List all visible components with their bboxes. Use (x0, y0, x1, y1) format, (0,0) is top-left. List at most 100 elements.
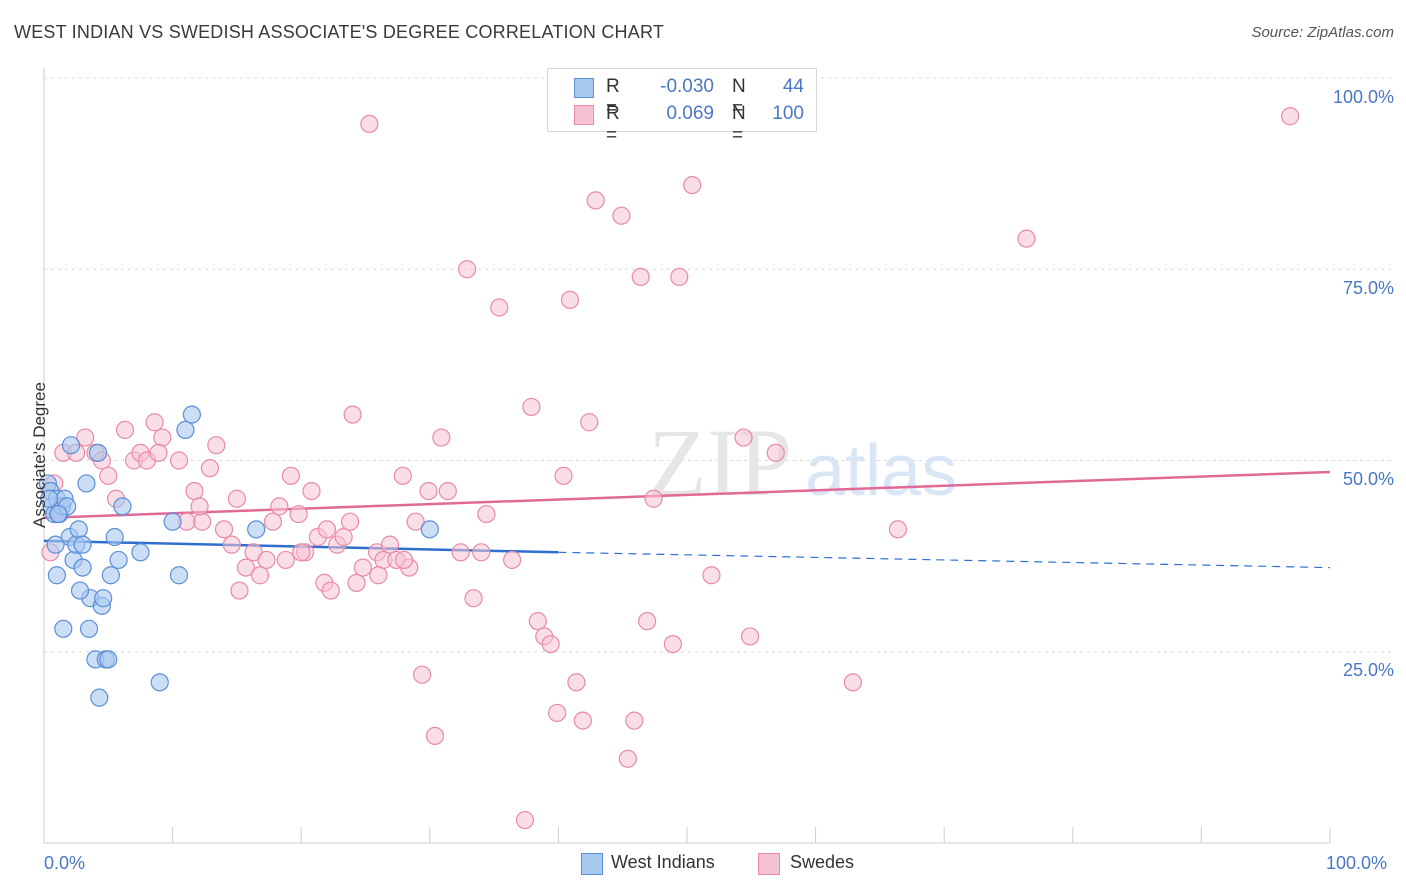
point-swedes (573, 711, 592, 730)
point-swedes (394, 550, 414, 570)
point-west-indians (40, 489, 59, 508)
point-swedes (289, 504, 308, 524)
source-label: Source: ZipAtlas.com (1251, 24, 1394, 41)
legend-r-value: -0.030 (660, 76, 714, 97)
point-swedes (631, 267, 650, 286)
point-swedes (432, 428, 451, 447)
point-west-indians (163, 512, 182, 531)
point-swedes (515, 810, 535, 830)
point-swedes (360, 114, 379, 134)
point-swedes (412, 665, 432, 684)
y-tick-label-50: 50.0% (1342, 469, 1394, 489)
point-swedes (200, 459, 219, 478)
point-west-indians (420, 520, 439, 539)
point-swedes (522, 397, 541, 417)
legend-swatch-pink (574, 105, 594, 125)
point-swedes (548, 703, 567, 723)
point-swedes (541, 634, 560, 654)
point-swedes (292, 543, 311, 562)
swedes-points (41, 107, 1300, 830)
point-swedes (554, 466, 573, 485)
point-swedes (490, 298, 509, 317)
point-west-indians (131, 543, 150, 562)
point-swedes (625, 711, 644, 730)
point-swedes (612, 206, 631, 225)
legend-n-label: N = (732, 103, 746, 146)
bottom-legend-swatch-west-indians (581, 853, 603, 875)
point-swedes (457, 260, 477, 279)
point-swedes (76, 428, 95, 447)
watermark-atlas: atlas (805, 431, 957, 511)
point-swedes (406, 512, 425, 531)
y-tick-label-75: 75.0% (1342, 278, 1394, 298)
point-west-indians (88, 443, 108, 462)
point-swedes (281, 466, 301, 485)
point-swedes (169, 451, 189, 470)
point-swedes (263, 512, 283, 531)
correlation-legend: R = -0.030 N = 44 R = 0.069 N = 100 (547, 68, 817, 146)
point-west-indians (176, 420, 195, 439)
trend-line-west-indians-extension (558, 551, 1331, 569)
point-west-indians (101, 566, 120, 585)
point-swedes (276, 550, 295, 570)
point-swedes (580, 413, 599, 432)
point-swedes (425, 726, 445, 746)
point-west-indians (69, 520, 88, 539)
point-west-indians (73, 558, 92, 577)
point-swedes (1017, 229, 1036, 248)
legend-r-value: 0.069 (666, 103, 714, 124)
point-swedes (321, 581, 340, 600)
point-swedes (477, 504, 496, 524)
trend-line-swedes (43, 470, 1331, 520)
point-swedes (236, 558, 256, 577)
legend-r-label: R = (606, 103, 620, 146)
point-swedes (317, 520, 337, 539)
point-swedes (153, 428, 172, 447)
point-swedes (644, 489, 663, 508)
point-west-indians (46, 535, 65, 554)
point-west-indians (70, 581, 90, 600)
legend-n-value: 44 (782, 76, 804, 97)
legend-n-label: N = (732, 76, 746, 119)
point-swedes (149, 443, 168, 462)
point-swedes (438, 482, 457, 501)
y-tick-label-100: 100.0% (1332, 87, 1394, 107)
point-swedes (734, 428, 753, 447)
point-swedes (560, 290, 580, 309)
point-swedes (185, 482, 204, 501)
point-west-indians (150, 673, 169, 692)
axes (43, 68, 1331, 844)
point-swedes (145, 413, 164, 432)
point-swedes (740, 627, 760, 646)
point-swedes (618, 749, 637, 768)
point-swedes (347, 573, 366, 593)
point-west-indians (99, 650, 118, 669)
point-swedes (99, 466, 118, 485)
point-swedes (207, 436, 226, 455)
point-swedes (340, 512, 360, 531)
point-west-indians (79, 619, 99, 638)
point-swedes (353, 558, 373, 577)
point-west-indians (47, 566, 66, 585)
point-swedes (843, 673, 862, 692)
point-west-indians (109, 550, 128, 570)
point-swedes (214, 520, 234, 539)
point-swedes (586, 191, 605, 210)
point-swedes (369, 566, 388, 585)
point-swedes (451, 543, 470, 562)
x-tick-label-0: 0.0% (44, 853, 86, 873)
point-swedes (270, 497, 289, 516)
point-west-indians (90, 688, 109, 707)
point-swedes (638, 612, 657, 631)
point-swedes (766, 443, 785, 462)
y-tick-label-25: 25.0% (1342, 660, 1394, 680)
point-west-indians (113, 497, 132, 516)
point-swedes (115, 420, 135, 439)
x-tick-label-100: 100.0% (1326, 853, 1388, 873)
point-swedes (472, 543, 491, 562)
point-swedes (528, 612, 547, 631)
point-west-indians (94, 589, 113, 608)
point-swedes (334, 527, 353, 547)
point-swedes (250, 566, 270, 585)
